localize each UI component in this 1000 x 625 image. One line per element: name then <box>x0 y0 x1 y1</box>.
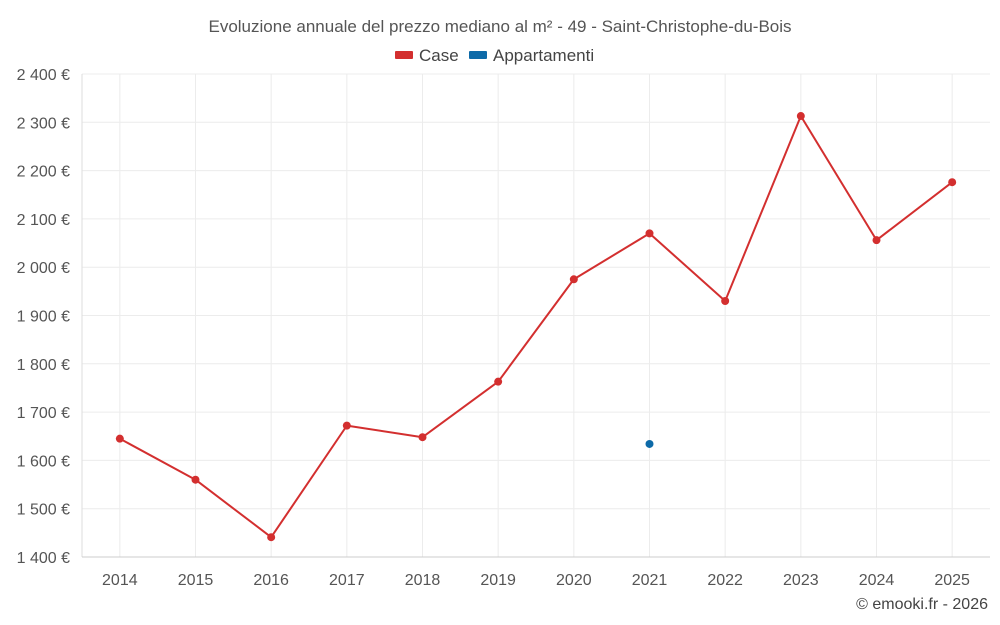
legend-item-appartamenti[interactable]: Appartamenti <box>469 46 594 65</box>
x-tick-label: 2022 <box>707 572 743 589</box>
y-tick-label: 1 700 € <box>17 405 70 422</box>
axes: 1 400 € 1 500 € 1 600 € 1 700 € 1 800 € 1 900… <box>17 67 990 589</box>
x-tick-label: 2014 <box>102 572 138 589</box>
data-point-case[interactable] <box>191 475 200 484</box>
chart-title: Evoluzione annuale del prezzo mediano al… <box>208 17 791 36</box>
x-tick-label: 2019 <box>480 572 516 589</box>
y-tick-label: 1 900 € <box>17 309 70 326</box>
y-tick-label: 2 000 € <box>17 260 70 277</box>
y-tick-label: 2 200 € <box>17 164 70 181</box>
data-point-case[interactable] <box>267 533 276 542</box>
x-tick-label: 2018 <box>405 572 441 589</box>
y-tick-label: 1 600 € <box>17 453 70 470</box>
data-point-case[interactable] <box>115 434 124 443</box>
series-line-case <box>119 115 953 539</box>
data-point-case[interactable] <box>796 112 805 121</box>
data-point-case[interactable] <box>872 236 881 245</box>
data-point-case[interactable] <box>721 297 730 306</box>
y-tick-label: 2 300 € <box>17 115 70 132</box>
x-tick-label: 2017 <box>329 572 365 589</box>
y-tick-label: 1 500 € <box>17 502 70 519</box>
x-tick-label: 2021 <box>632 572 668 589</box>
series <box>115 112 957 542</box>
x-tick-label: 2016 <box>253 572 289 589</box>
grid <box>82 73 990 558</box>
data-point-appartamenti[interactable] <box>645 439 654 448</box>
data-point-case[interactable] <box>948 178 957 187</box>
data-point-case[interactable] <box>418 433 427 442</box>
legend: Case Appartamenti <box>395 46 594 65</box>
legend-label-appartamenti: Appartamenti <box>493 46 594 65</box>
y-tick-label: 1 400 € <box>17 550 70 567</box>
y-tick-label: 2 400 € <box>17 67 70 84</box>
y-tick-label: 2 100 € <box>17 212 70 229</box>
credit-text: © emooki.fr - 2026 <box>856 596 988 613</box>
x-tick-label: 2024 <box>859 572 895 589</box>
x-tick-label: 2015 <box>178 572 214 589</box>
data-point-case[interactable] <box>494 377 503 386</box>
legend-item-case[interactable]: Case <box>395 46 459 65</box>
legend-label-case: Case <box>419 46 459 65</box>
data-point-case[interactable] <box>342 421 351 430</box>
x-tick-label: 2023 <box>783 572 819 589</box>
x-tick-label: 2020 <box>556 572 592 589</box>
data-point-case[interactable] <box>645 229 654 238</box>
y-tick-label: 1 800 € <box>17 357 70 374</box>
data-point-case[interactable] <box>569 275 578 284</box>
legend-swatch-case <box>395 51 413 59</box>
legend-swatch-appartamenti <box>469 51 487 59</box>
x-tick-label: 2025 <box>934 572 970 589</box>
